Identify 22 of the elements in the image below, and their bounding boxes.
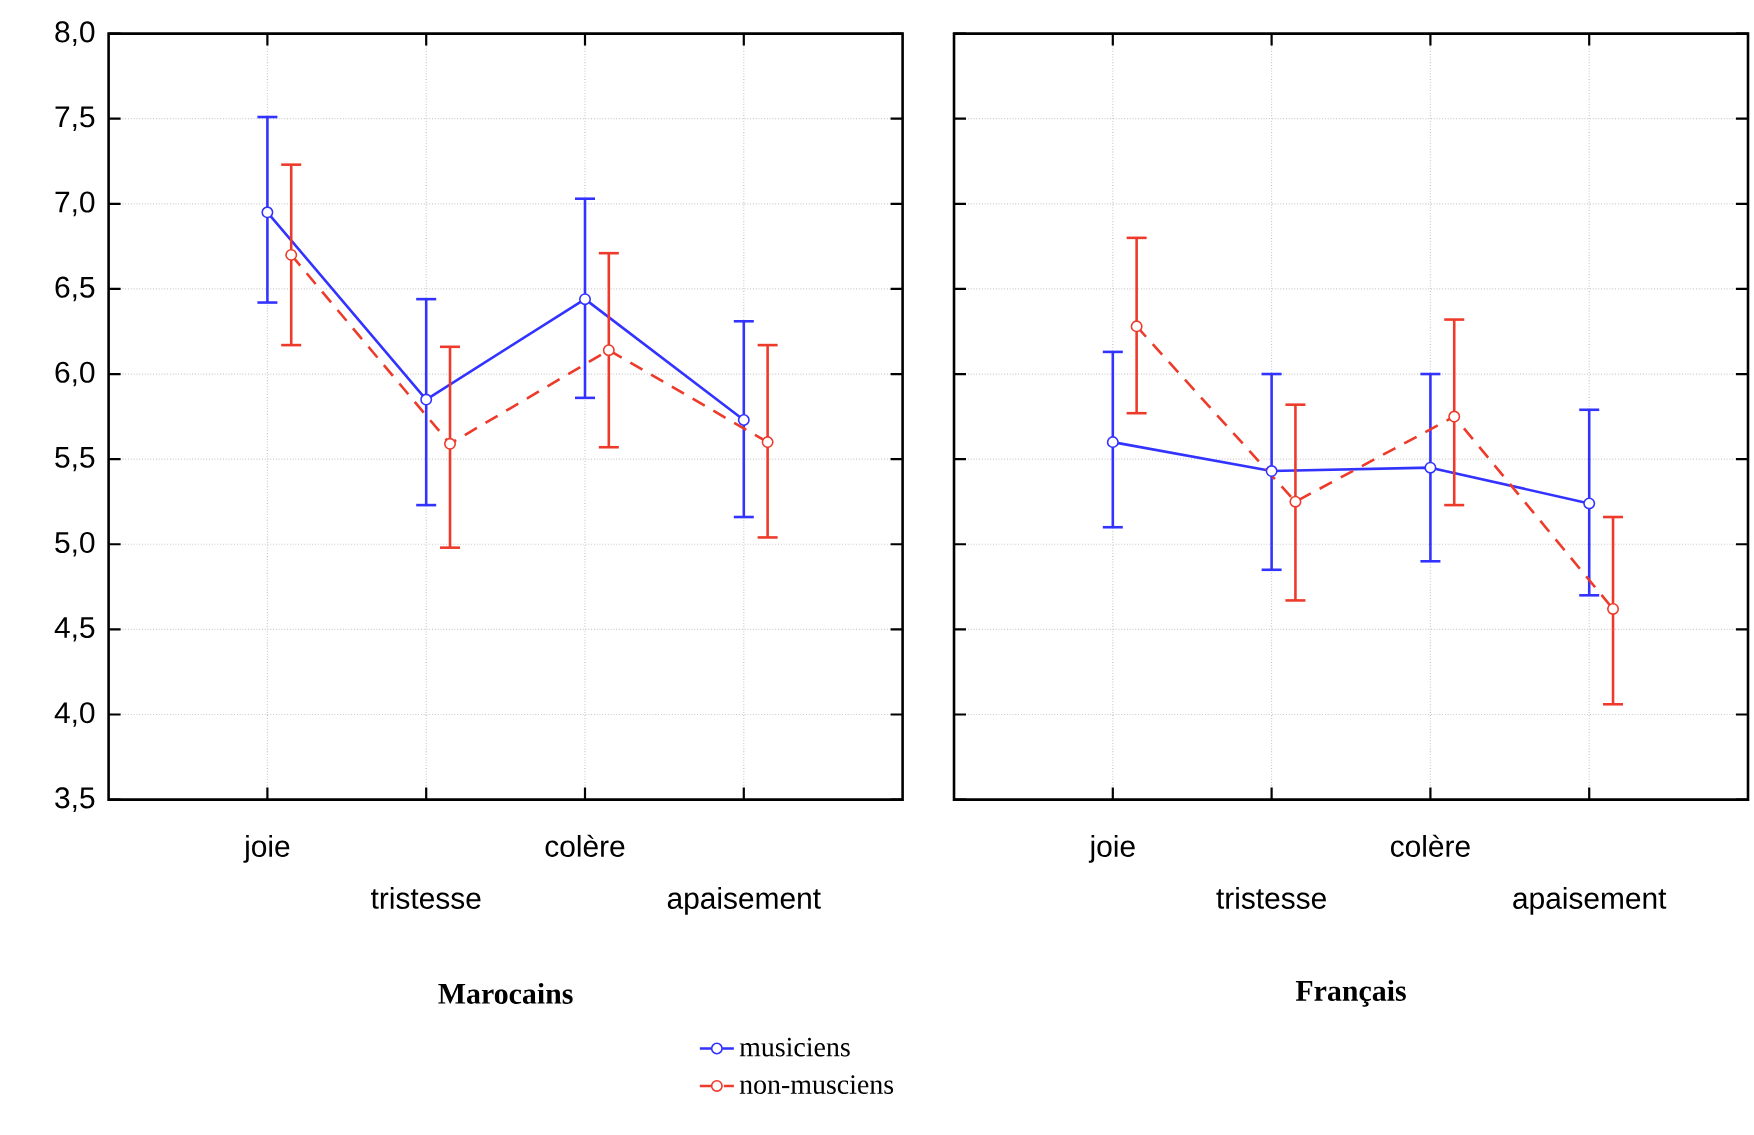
x-tick-label: colère bbox=[1390, 834, 1470, 857]
x-tick-label: apaisement bbox=[1513, 886, 1667, 915]
legend-label: musiciens bbox=[739, 1037, 850, 1057]
y-tick-label: 3,5 bbox=[55, 787, 95, 812]
y-tick-label: 5,0 bbox=[55, 531, 95, 557]
x-tick-label: tristesse bbox=[1216, 886, 1326, 909]
y-tick-label: 4,5 bbox=[54, 617, 95, 642]
legend-label: non-musciens bbox=[739, 1075, 894, 1094]
x-tick-label: joie bbox=[1088, 834, 1135, 863]
y-tick-label: 7,5 bbox=[55, 106, 95, 131]
x-axis-title: Français bbox=[1295, 979, 1406, 1007]
y-tick-label: 5,5 bbox=[55, 446, 95, 472]
y-tick-label: 6,5 bbox=[55, 276, 95, 302]
y-tick-label: 6,0 bbox=[55, 361, 95, 387]
y-tick-label: 8,0 bbox=[55, 21, 95, 46]
x-tick-label: colère bbox=[545, 834, 625, 857]
y-tick-label: 4,0 bbox=[54, 702, 95, 727]
x-axis-title: Marocains bbox=[438, 982, 573, 1004]
x-tick-label: apaisement bbox=[667, 886, 821, 915]
x-tick-label: joie bbox=[243, 834, 290, 863]
y-tick-label: 7,0 bbox=[55, 191, 95, 217]
x-tick-label: tristesse bbox=[371, 886, 481, 909]
